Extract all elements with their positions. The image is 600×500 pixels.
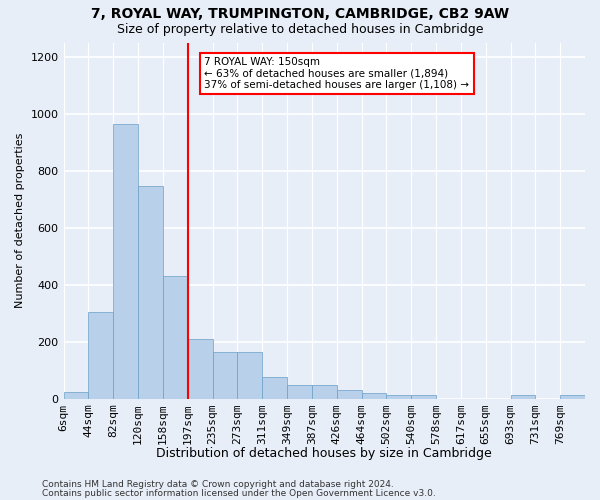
Bar xyxy=(188,339,212,399)
X-axis label: Distribution of detached houses by size in Cambridge: Distribution of detached houses by size … xyxy=(157,447,492,460)
Y-axis label: Number of detached properties: Number of detached properties xyxy=(15,133,25,308)
Text: 7 ROYAL WAY: 150sqm
← 63% of detached houses are smaller (1,894)
37% of semi-det: 7 ROYAL WAY: 150sqm ← 63% of detached ho… xyxy=(205,57,469,90)
Bar xyxy=(262,378,287,399)
Bar xyxy=(238,352,262,399)
Bar xyxy=(138,186,163,399)
Text: 7, ROYAL WAY, TRUMPINGTON, CAMBRIDGE, CB2 9AW: 7, ROYAL WAY, TRUMPINGTON, CAMBRIDGE, CB… xyxy=(91,8,509,22)
Bar xyxy=(312,384,337,399)
Bar xyxy=(560,394,585,399)
Bar xyxy=(287,384,312,399)
Bar xyxy=(113,124,138,399)
Bar xyxy=(386,394,411,399)
Text: Contains public sector information licensed under the Open Government Licence v3: Contains public sector information licen… xyxy=(42,490,436,498)
Text: Contains HM Land Registry data © Crown copyright and database right 2024.: Contains HM Land Registry data © Crown c… xyxy=(42,480,394,489)
Bar xyxy=(511,394,535,399)
Text: Size of property relative to detached houses in Cambridge: Size of property relative to detached ho… xyxy=(117,22,483,36)
Bar xyxy=(88,312,113,399)
Bar xyxy=(163,276,188,399)
Bar xyxy=(362,393,386,399)
Bar xyxy=(212,352,238,399)
Bar xyxy=(337,390,362,399)
Bar xyxy=(411,394,436,399)
Bar xyxy=(64,392,88,399)
